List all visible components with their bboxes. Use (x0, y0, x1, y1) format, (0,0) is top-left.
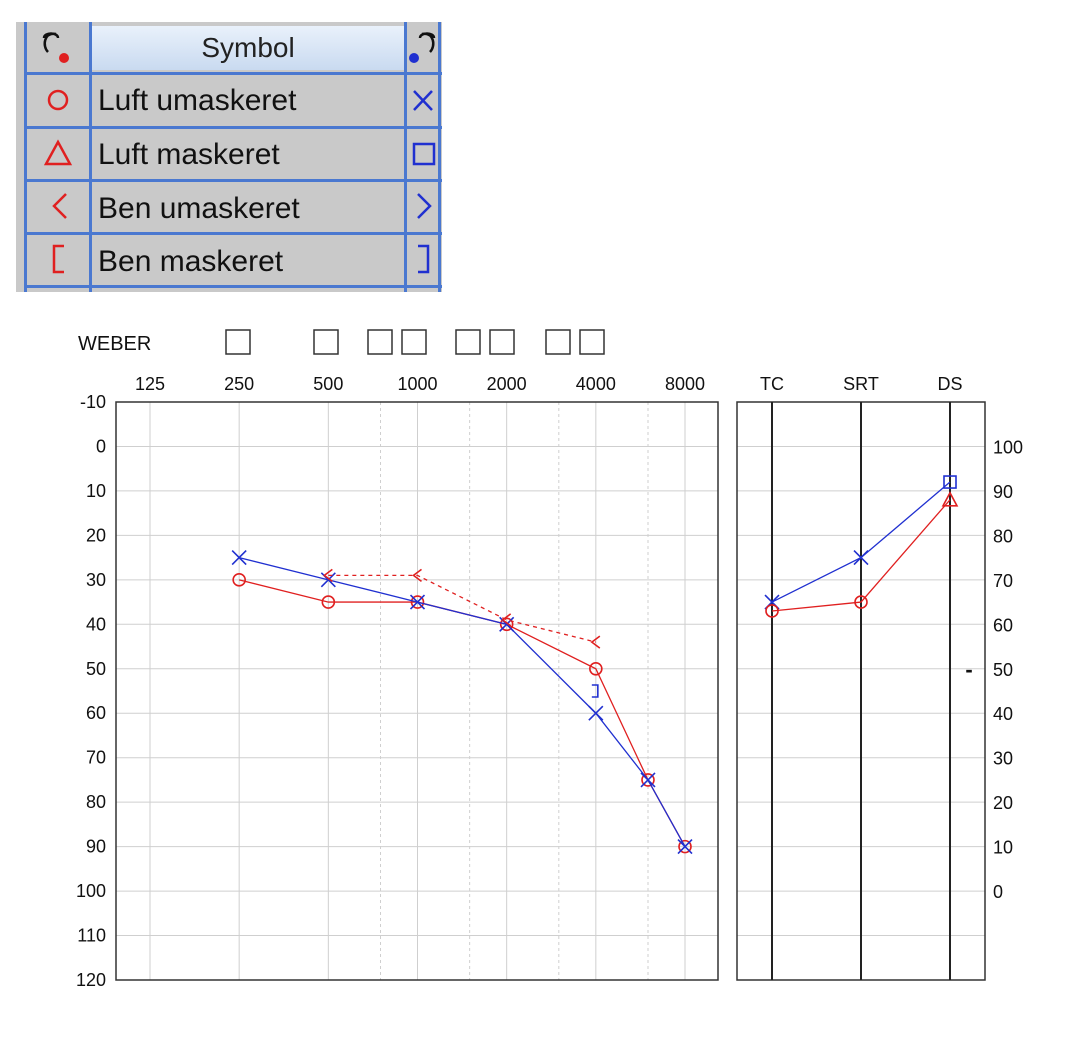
angle-left-marker (501, 613, 512, 627)
y-tick-label: 80 (86, 792, 106, 812)
angle-right-icon (417, 193, 432, 219)
angle-left-icon (52, 193, 67, 219)
right-tick-label: 80 (993, 526, 1013, 546)
category-label: SRT (843, 374, 879, 394)
x-tick-label: 8000 (665, 374, 705, 394)
right-tick-label: 90 (993, 482, 1013, 502)
legend-row-label: Ben maskeret (98, 245, 284, 278)
x-tick-label: 1000 (397, 374, 437, 394)
x-tick-label: 2000 (487, 374, 527, 394)
audiogram-main: -10 0 10 20 30 40 50 60 70 80 90 100 110 120 125 250 500… (76, 374, 719, 990)
category-label: TC (760, 374, 784, 394)
angle-left-marker (412, 568, 422, 583)
bracket-right-icon (418, 244, 430, 274)
right-tick-label: 0 (993, 882, 1003, 902)
circle-marker (499, 617, 514, 632)
x-tick-label: 250 (224, 374, 254, 394)
weber-box[interactable] (455, 329, 481, 355)
y-tick-label: 60 (86, 703, 106, 723)
right-tick-label: 20 (993, 793, 1013, 813)
weber-box[interactable] (489, 329, 515, 355)
y-tick-label: 110 (77, 926, 106, 946)
y-tick-label: 70 (86, 748, 106, 768)
cross-marker (677, 839, 693, 855)
y-tick-label: 30 (86, 570, 106, 590)
speech-marker-label: - (965, 657, 972, 682)
angle-left-marker (590, 635, 601, 649)
right-tick-label: 10 (993, 838, 1013, 858)
right-tick-label: 60 (993, 615, 1013, 635)
ear-right-icon (42, 32, 69, 63)
circle-marker (678, 839, 692, 854)
legend-header[interactable]: Symbol (92, 26, 404, 70)
y-tick-label: 40 (86, 614, 106, 634)
cross-marker (588, 705, 604, 721)
square-icon (412, 142, 436, 166)
weber-label: WEBER (78, 333, 151, 355)
weber-box[interactable] (225, 329, 251, 355)
right-tick-label: 30 (993, 749, 1013, 769)
triangle-icon (43, 139, 73, 166)
bracket-left-icon (52, 244, 64, 274)
y-tick-label: 90 (86, 837, 106, 857)
audiogram: WEBER -100102030405060708090100110120125… (76, 329, 1023, 990)
right-series-line (328, 574, 596, 643)
cross-marker (231, 550, 247, 566)
weber-box[interactable] (545, 329, 571, 355)
plot-frame (115, 401, 719, 981)
left-series-line (239, 556, 686, 847)
circle-marker (321, 595, 336, 609)
weber-boxes[interactable] (225, 329, 605, 355)
symbol-legend-table: Symbol Luft umaskeret Luft maskeret Ben … (16, 22, 442, 292)
y-tick-label: 100 (76, 881, 106, 901)
weber-box[interactable] (401, 329, 427, 355)
circle-marker (410, 595, 425, 609)
cross-marker (409, 594, 426, 610)
cross-marker (640, 772, 656, 788)
right-tick-label: 70 (993, 571, 1013, 591)
circle-marker (765, 604, 779, 618)
circle-icon (47, 89, 69, 111)
legend-row-label: Ben umaskeret (98, 192, 300, 225)
circle-marker (589, 661, 603, 676)
category-label: DS (937, 374, 962, 394)
y-tick-label: 120 (76, 970, 106, 990)
circle-marker (641, 773, 655, 787)
right-tick-label: 40 (993, 704, 1013, 724)
right-tick-label: 100 (993, 437, 1023, 457)
square-marker (943, 475, 957, 489)
circle-marker (232, 573, 246, 587)
right-series-line (771, 499, 951, 612)
angle-left-marker (322, 568, 333, 583)
x-tick-label: 500 (313, 374, 343, 394)
y-tick-label: 10 (86, 481, 106, 501)
circle-marker (854, 595, 868, 609)
y-tick-label: -10 (80, 392, 106, 412)
y-tick-label: 0 (96, 436, 106, 456)
cross-marker (853, 550, 869, 566)
ear-left-icon (409, 32, 436, 63)
x-tick-label: 4000 (576, 374, 616, 394)
legend-row-label: Luft umaskeret (98, 84, 297, 117)
weber-box[interactable] (367, 329, 393, 355)
y-tick-label: 20 (86, 525, 106, 545)
cross-icon (413, 90, 433, 111)
x-tick-label: 125 (135, 374, 165, 394)
bracket-right-marker (591, 684, 599, 698)
triangle-marker (941, 491, 959, 507)
right-tick-label: 50 (993, 660, 1013, 680)
weber-box[interactable] (579, 329, 605, 355)
legend-row-label: Luft maskeret (98, 138, 280, 171)
weber-box[interactable] (313, 329, 339, 355)
y-tick-label: 50 (86, 659, 106, 679)
